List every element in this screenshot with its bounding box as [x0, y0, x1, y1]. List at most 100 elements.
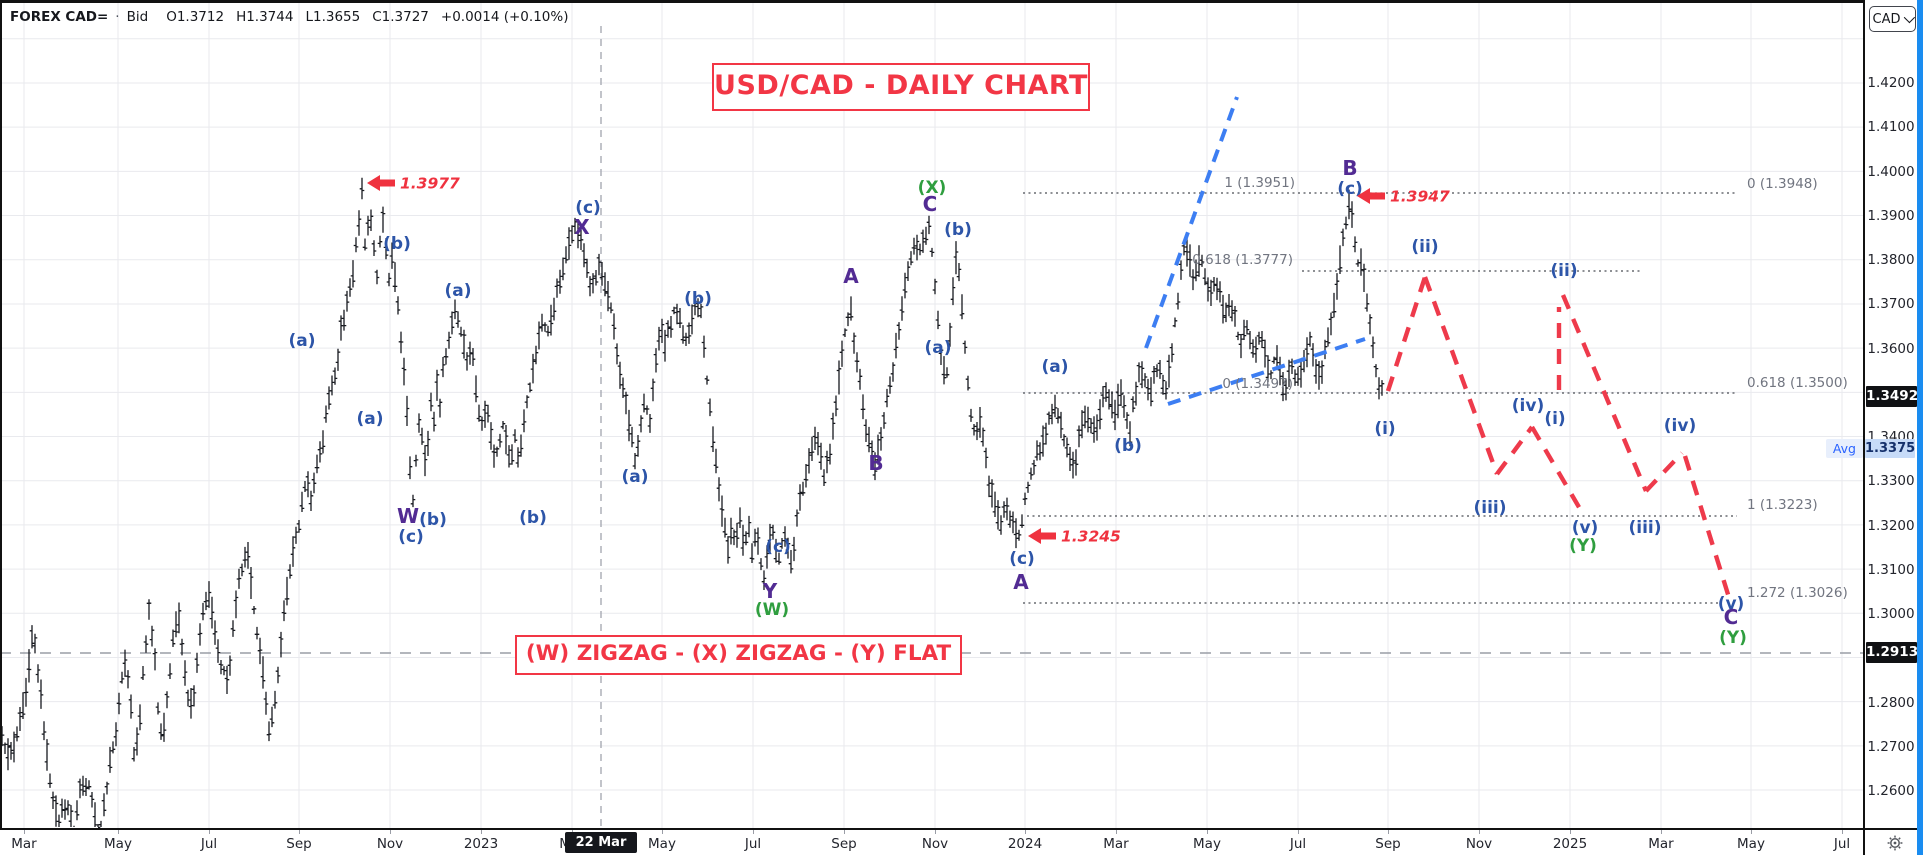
wave-label-A[interactable]: A [1013, 570, 1029, 594]
time-axis-tick [390, 830, 391, 834]
trendline-blue-dashed[interactable] [1144, 96, 1239, 349]
price-axis-label: 1.3100 [1867, 562, 1915, 578]
projection-path-red-dashed[interactable] [1682, 455, 1734, 605]
wave-label-W[interactable]: (W) [755, 600, 789, 620]
window-top-border [0, 0, 1923, 3]
wave-label-a[interactable]: (a) [621, 467, 648, 487]
wave-label-iv[interactable]: (iv) [1512, 396, 1544, 416]
ohlc-bars[interactable] [0, 177, 1385, 828]
wave-label-c[interactable]: (c) [1009, 549, 1035, 569]
wave-label-v[interactable]: (v) [1718, 594, 1745, 614]
wave-structure-annotation-box[interactable]: (W) ZIGZAG - (X) ZIGZAG - (Y) FLAT [515, 635, 962, 675]
fib-level-label: 0 (1.3497) [1222, 376, 1293, 392]
price-axis-label: 1.3300 [1867, 473, 1915, 489]
wave-label-a[interactable]: (a) [1041, 357, 1068, 377]
time-axis-label: Nov [921, 836, 949, 852]
price-axis-label: 1.4000 [1867, 164, 1915, 180]
time-axis-tick [1298, 830, 1299, 834]
wave-label-C[interactable]: C [1724, 605, 1739, 629]
price-axis-label: 1.4100 [1867, 119, 1915, 135]
projection-path-red-dashed[interactable] [1495, 425, 1534, 476]
time-axis-label: Sep [286, 836, 312, 852]
wave-label-a[interactable]: (a) [288, 331, 315, 351]
wave-label-b[interactable]: (b) [944, 220, 972, 240]
wave-label-c[interactable]: (c) [1337, 179, 1363, 199]
projection-path-red-dashed[interactable] [1644, 451, 1684, 493]
wave-label-iii[interactable]: (iii) [1473, 498, 1506, 518]
price-arrow-label: 1.3947 [1390, 188, 1450, 206]
wave-label-Y[interactable]: (Y) [1569, 536, 1597, 556]
window-left-border [0, 0, 2, 855]
wave-label-B[interactable]: B [868, 451, 883, 475]
wave-label-Y[interactable]: Y [762, 579, 778, 603]
symbol-header: FOREX CAD= · Bid O1.3712 H1.3744 L1.3655… [10, 7, 580, 27]
wave-label-iii[interactable]: (iii) [1628, 518, 1661, 538]
currency-dropdown-button[interactable]: CAD [1869, 6, 1916, 32]
wave-label-W[interactable]: W [397, 504, 419, 528]
projection-path-red-dashed[interactable] [1385, 276, 1428, 392]
wave-label-Y[interactable]: (Y) [1719, 628, 1747, 648]
time-axis-tick [1388, 830, 1389, 834]
title-annotation-box[interactable]: USD/CAD - DAILY CHART [712, 63, 1090, 111]
wave-label-B[interactable]: B [1342, 156, 1357, 180]
projection-path-red-dashed[interactable] [1530, 425, 1585, 516]
trendline-blue-dashed[interactable] [1167, 337, 1366, 406]
time-axis-tick [844, 830, 845, 834]
price-arrow-left[interactable] [367, 175, 395, 191]
low-value: L1.3655 [305, 9, 361, 25]
wave-label-X[interactable]: (X) [918, 178, 947, 198]
high-value: H1.3744 [236, 9, 294, 25]
date-marker-box[interactable]: 22 Mar '23 [565, 832, 637, 853]
wave-label-ii[interactable]: (ii) [1550, 261, 1577, 281]
time-axis-tick [1661, 830, 1662, 834]
fib-level-label: 0 (1.3948) [1747, 176, 1818, 192]
price-box-level: 1.2913 [1866, 641, 1918, 663]
wave-label-c[interactable]: (c) [398, 527, 424, 547]
wave-label-b[interactable]: (b) [419, 510, 447, 530]
price-arrow-left[interactable] [1357, 188, 1385, 204]
wave-label-i[interactable]: (i) [1374, 419, 1395, 439]
time-axis-label: Mar [1648, 836, 1674, 852]
time-axis-tick [1207, 830, 1208, 834]
wave-label-b[interactable]: (b) [1114, 436, 1142, 456]
gear-icon[interactable] [1887, 835, 1903, 851]
price-axis-label: 1.3200 [1867, 518, 1915, 534]
fib-level-label: 1 (1.3951) [1224, 175, 1295, 191]
wave-label-i[interactable]: (i) [1544, 409, 1565, 429]
time-axis-label: Sep [831, 836, 857, 852]
separator-dot: · [115, 9, 120, 25]
wave-label-a[interactable]: (a) [444, 281, 471, 301]
wave-label-a[interactable]: (a) [356, 409, 383, 429]
time-axis-tick [1025, 830, 1026, 834]
time-axis-tick [118, 830, 119, 834]
symbol-name[interactable]: FOREX CAD= [10, 9, 109, 25]
time-axis-tick [481, 830, 482, 834]
wave-label-ii[interactable]: (ii) [1411, 237, 1438, 257]
time-axis-tick [209, 830, 210, 834]
wave-label-c[interactable]: (c) [765, 537, 791, 557]
projection-path-red-dashed[interactable] [1422, 276, 1500, 475]
wave-label-v[interactable]: (v) [1572, 518, 1599, 538]
chart-canvas[interactable]: 1 (1.3951) 0.618 (1.3777) 0 (1.3497) 0 (1.3… [0, 0, 1863, 828]
wave-label-A[interactable]: A [843, 264, 859, 288]
wave-label-a[interactable]: (a) [924, 338, 951, 358]
price-axis[interactable]: 1.4200 1.4100 1.4000 1.3900 1.3800 1.3700 1.36… [1863, 0, 1919, 828]
wave-label-C[interactable]: C [923, 192, 938, 216]
projection-path-red-dashed[interactable] [1560, 294, 1649, 492]
wave-label-iv[interactable]: (iv) [1664, 416, 1696, 436]
avg-tag: Avg [1825, 439, 1863, 458]
wave-label-X[interactable]: X [574, 215, 590, 239]
window-right-edge [1917, 0, 1923, 855]
axis-corner [1863, 828, 1923, 855]
time-axis-label: Jul [1833, 836, 1851, 852]
wave-label-b[interactable]: (b) [383, 234, 411, 254]
time-axis[interactable]: Mar May Jul Sep Nov 2023 Mar May Jul Sep Nov 2024 Ma… [0, 828, 1863, 855]
time-axis-label: Jul [744, 836, 762, 852]
wave-label-c[interactable]: (c) [575, 198, 601, 218]
price-chart-svg[interactable]: 1 (1.3951) 0.618 (1.3777) 0 (1.3497) 0 (1.3… [0, 0, 1863, 828]
price-arrow-label: 1.3245 [1061, 528, 1121, 546]
price-arrow-left[interactable] [1028, 528, 1056, 544]
wave-label-b[interactable]: (b) [684, 289, 712, 309]
time-axis-label: Mar [11, 836, 37, 852]
wave-label-b[interactable]: (b) [519, 508, 547, 528]
